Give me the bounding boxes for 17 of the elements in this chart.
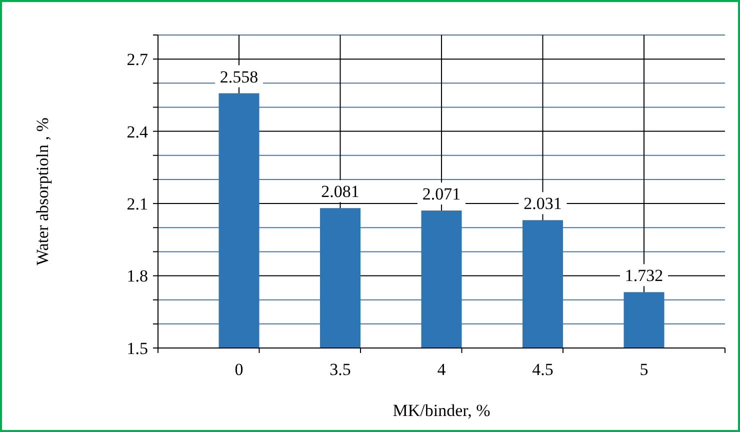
x-tick-label: 3.5 [330,360,351,379]
x-axis-title: MK/binder, % [392,401,490,420]
x-tick-label: 4 [437,360,446,379]
data-label: 2.031 [524,194,562,214]
y-tick-label: 1.5 [126,338,148,358]
y-tick-label: 2.4 [126,122,148,142]
y-tick-label: 2.7 [126,50,148,70]
x-tick-label: 4.5 [532,360,554,379]
x-tick-label: 0 [234,360,244,379]
y-tick-label: 1.8 [126,266,148,286]
x-tick-label: 5 [640,360,648,379]
data-label: 2.081 [321,182,360,202]
data-label: 2.558 [220,67,258,86]
data-label: 2.071 [422,184,461,204]
y-tick-label: 2.1 [126,194,148,214]
data-label: 1.732 [624,266,664,286]
y-axis-title: Water absorptioln , % [33,118,52,266]
